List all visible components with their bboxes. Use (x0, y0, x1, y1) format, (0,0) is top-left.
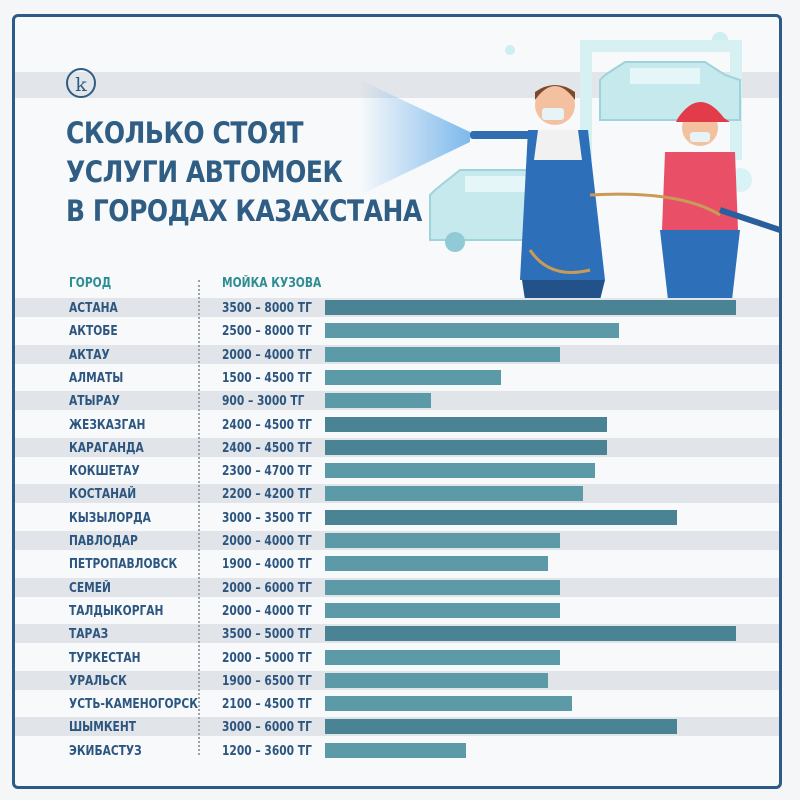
price-label: 2000 – 4000 ТГ (222, 347, 312, 363)
city-label: АСТАНА (69, 301, 118, 316)
table-row: ШЫМКЕНТ 3000 – 6000 ТГ (15, 717, 779, 737)
bar (325, 742, 466, 758)
bar (325, 509, 678, 525)
city-label: СЕМЕЙ (69, 580, 111, 596)
price-label: 1900 – 4000 ТГ (222, 557, 312, 573)
city-label: ПЕТРОПАВЛОВСК (69, 557, 178, 573)
title-line-3: В ГОРОДАХ КАЗАХСТАНА (66, 194, 422, 228)
city-label: ТАЛДЫКОРГАН (69, 603, 164, 619)
bar (325, 719, 678, 735)
title-line-1: СКОЛЬКО СТОЯТ (66, 116, 304, 150)
city-label: АЛМАТЫ (69, 370, 124, 386)
bar (325, 346, 560, 362)
bar (325, 556, 549, 572)
logo-icon: k (66, 68, 96, 98)
price-label: 2000 – 4000 ТГ (222, 603, 312, 619)
city-label: АКТОБЕ (69, 324, 118, 340)
bar (325, 323, 619, 339)
bar (325, 696, 572, 712)
price-label: 2000 – 4000 ТГ (222, 534, 312, 549)
bar (325, 649, 560, 665)
table-row: АКТОБЕ 2500 – 8000 ТГ (15, 321, 779, 340)
bar (325, 439, 607, 455)
city-label: КОСТАНАЙ (69, 487, 137, 503)
bar (325, 393, 431, 409)
table-row: ТАЛДЫКОРГАН 2000 – 4000 ТГ (15, 601, 779, 620)
column-header-city: ГОРОД (69, 276, 112, 291)
city-label: КАРАГАНДА (69, 440, 144, 456)
table-row: КАРАГАНДА 2400 – 4500 ТГ (15, 437, 779, 457)
price-label: 900 – 3000 ТГ (222, 394, 305, 410)
city-label: ПАВЛОДАР (69, 534, 138, 549)
price-label: 1500 – 4500 ТГ (222, 370, 312, 386)
bar (325, 533, 560, 548)
city-label: КОКШЕТАУ (69, 464, 140, 480)
title-line-2: УСЛУГИ АВТОМОЕК (66, 155, 343, 189)
price-label: 2300 – 4700 ТГ (222, 464, 312, 480)
table-row: ТУРКЕСТАН 2000 – 5000 ТГ (15, 648, 779, 667)
bar (325, 672, 549, 688)
city-label: УСТЬ-КАМЕНОГОРСК (69, 697, 198, 713)
price-label: 2400 – 4500 ТГ (222, 440, 312, 456)
table-row: УРАЛЬСК 1900 – 6500 ТГ (15, 670, 779, 690)
table-row: АЛМАТЫ 1500 – 4500 ТГ (15, 368, 779, 387)
bar (325, 369, 502, 385)
table-row: КОСТАНАЙ 2200 – 4200 ТГ (15, 484, 779, 504)
table-row: АСТАНА 3500 – 8000 ТГ (15, 298, 779, 317)
city-label: ТАРАЗ (69, 627, 109, 643)
bar (325, 602, 560, 618)
city-label: ЖЕЗКАЗГАН (69, 417, 146, 433)
city-label: КЫЗЫЛОРДА (69, 510, 151, 526)
city-label: АТЫРАУ (69, 394, 120, 410)
car-wash-illustration (360, 32, 780, 300)
bar (325, 626, 736, 642)
table-row: АКТАУ 2000 – 4000 ТГ (15, 344, 779, 364)
table-row: УСТЬ-КАМЕНОГОРСК 2100 – 4500 ТГ (15, 694, 779, 713)
bar (325, 486, 584, 502)
price-label: 2200 – 4200 ТГ (222, 487, 312, 503)
column-header-price: МОЙКА КУЗОВА (222, 276, 322, 291)
price-label: 2400 – 4500 ТГ (222, 417, 312, 433)
city-label: ШЫМКЕНТ (69, 720, 137, 736)
column-divider (198, 280, 200, 755)
price-label: 3000 – 6000 ТГ (222, 720, 312, 736)
city-label: АКТАУ (69, 347, 110, 363)
city-label: ЭКИБАСТУЗ (69, 743, 142, 759)
bar (325, 579, 560, 595)
table-row: КОКШЕТАУ 2300 – 4700 ТГ (15, 461, 779, 480)
bar (325, 463, 596, 479)
price-label: 2500 – 8000 ТГ (222, 324, 312, 340)
table-row: КЫЗЫЛОРДА 3000 – 3500 ТГ (15, 508, 779, 527)
price-label: 2000 – 5000 ТГ (222, 650, 312, 666)
price-label: 1200 – 3600 ТГ (222, 743, 312, 759)
price-label: 3500 – 8000 ТГ (222, 301, 312, 316)
table-row: ЭКИБАСТУЗ 1200 – 3600 ТГ (15, 741, 779, 760)
table-row: ЖЕЗКАЗГАН 2400 – 4500 ТГ (15, 415, 779, 434)
table-row: АТЫРАУ 900 – 3000 ТГ (15, 391, 779, 411)
price-label: 2000 – 6000 ТГ (222, 580, 312, 596)
table-row: ПАВЛОДАР 2000 – 4000 ТГ (15, 531, 779, 550)
city-label: УРАЛЬСК (69, 673, 127, 689)
city-label: ТУРКЕСТАН (69, 650, 141, 666)
table-row: СЕМЕЙ 2000 – 6000 ТГ (15, 577, 779, 597)
price-label: 2100 – 4500 ТГ (222, 697, 312, 713)
price-label: 1900 – 6500 ТГ (222, 673, 312, 689)
price-label: 3500 – 5000 ТГ (222, 627, 312, 643)
table-row: ПЕТРОПАВЛОВСК 1900 – 4000 ТГ (15, 554, 779, 573)
bar (325, 416, 607, 432)
table-row: ТАРАЗ 3500 – 5000 ТГ (15, 624, 779, 644)
bar (325, 300, 736, 315)
price-label: 3000 – 3500 ТГ (222, 510, 312, 526)
